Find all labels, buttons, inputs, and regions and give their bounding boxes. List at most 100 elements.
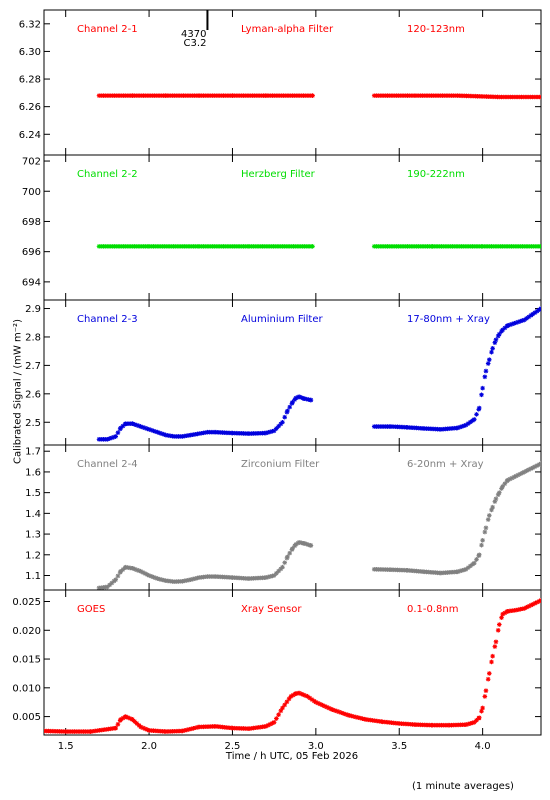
data-point (500, 484, 505, 489)
data-point (518, 471, 523, 477)
data-point (280, 705, 285, 711)
ytick-label-5-0: 0.005 (12, 712, 41, 723)
data-point (353, 714, 359, 720)
data-point (282, 414, 288, 420)
data-point (310, 244, 315, 249)
data-point (265, 574, 271, 580)
data-point (280, 564, 285, 570)
data-point (492, 644, 498, 649)
data-point (522, 317, 527, 323)
data-point (134, 422, 140, 428)
data-point (518, 318, 523, 324)
data-point (492, 499, 498, 504)
data-point (159, 577, 165, 583)
data-point (459, 424, 465, 429)
data-point (513, 320, 519, 326)
data-point (497, 490, 502, 495)
ytick-label-2-2: 698 (22, 217, 41, 228)
data-point (513, 473, 519, 479)
data-point (351, 714, 356, 719)
data-point (125, 715, 131, 720)
data-point (188, 726, 194, 732)
data-point (465, 721, 471, 727)
data-point (290, 692, 296, 698)
data-point (483, 688, 489, 693)
data-point (471, 417, 477, 422)
xtick-label-3: 3.0 (308, 741, 324, 752)
data-point (528, 466, 534, 471)
panel-4-label-2: Zirconium Filter (241, 459, 320, 470)
data-point (489, 659, 494, 665)
data-point (495, 628, 501, 633)
data-point (511, 474, 517, 480)
xtick-label-0: 1.5 (58, 741, 74, 752)
data-point (151, 428, 156, 434)
data-point (107, 436, 112, 441)
data-point (490, 346, 495, 351)
data-point (140, 725, 146, 731)
series-4-segment-2 (371, 461, 541, 576)
data-point (145, 727, 150, 732)
data-point (493, 337, 499, 343)
data-point (511, 321, 517, 326)
data-point (285, 408, 290, 414)
panel-5-label-1: GOES (77, 604, 105, 615)
data-point (538, 306, 541, 311)
data-point (301, 541, 307, 546)
ytick-label-4-2: 1.3 (25, 530, 41, 541)
data-point (522, 469, 527, 475)
data-point (267, 574, 273, 579)
data-point (476, 405, 482, 411)
data-point (134, 721, 140, 726)
ytick-label-1-0: 6.24 (19, 130, 41, 141)
data-point (193, 725, 199, 731)
data-point (130, 717, 135, 722)
xtick-label-4: 3.5 (391, 741, 407, 752)
data-point (526, 467, 532, 473)
panel-2-label-2: Herzberg Filter (241, 169, 316, 180)
data-point (271, 428, 277, 434)
data-point (105, 584, 110, 590)
data-point (107, 582, 112, 588)
data-point (534, 599, 540, 605)
data-point (270, 720, 275, 726)
data-point (349, 713, 354, 719)
data-point (130, 565, 135, 571)
ytick-label-4-3: 1.4 (25, 509, 41, 520)
data-point (299, 395, 304, 400)
data-point (341, 711, 346, 716)
data-point (534, 308, 540, 314)
data-point (457, 568, 463, 574)
data-point (515, 319, 521, 325)
data-point (145, 426, 150, 432)
ytick-label-5-4: 0.025 (12, 597, 41, 608)
data-point (136, 423, 142, 429)
ytick-label-5-3: 0.020 (12, 626, 41, 637)
data-point (476, 552, 482, 558)
data-point (468, 563, 473, 569)
data-point (532, 464, 538, 469)
ytick-label-4-0: 1.1 (25, 571, 41, 582)
data-point (479, 708, 484, 714)
data-point (293, 542, 299, 547)
data-point (490, 504, 495, 510)
data-point (485, 361, 491, 366)
panel-3-label-3: 17-80nm + Xray (407, 314, 490, 325)
data-point (463, 722, 469, 727)
y-axis-label: Calibrated Signal / (mW m⁻²) (12, 319, 24, 464)
data-point (538, 598, 541, 603)
data-point (524, 468, 529, 474)
data-point (480, 705, 485, 711)
panel-5-label-3: 0.1-0.8nm (407, 604, 459, 615)
ytick-label-1-4: 6.32 (19, 19, 41, 30)
panel-4-label-3: 6-20nm + Xray (407, 459, 484, 470)
data-point (497, 331, 502, 337)
ytick-label-3-0: 2.5 (25, 418, 41, 429)
series-1-segment-2 (371, 93, 541, 100)
panel-5-label-2: Xray Sensor (241, 604, 302, 615)
ytick-label-4-6: 1.7 (25, 447, 41, 458)
data-point (136, 568, 142, 574)
ytick-label-5-1: 0.010 (12, 683, 41, 694)
panel-2-label-1: Channel 2-2 (77, 169, 138, 180)
data-point (157, 430, 162, 436)
